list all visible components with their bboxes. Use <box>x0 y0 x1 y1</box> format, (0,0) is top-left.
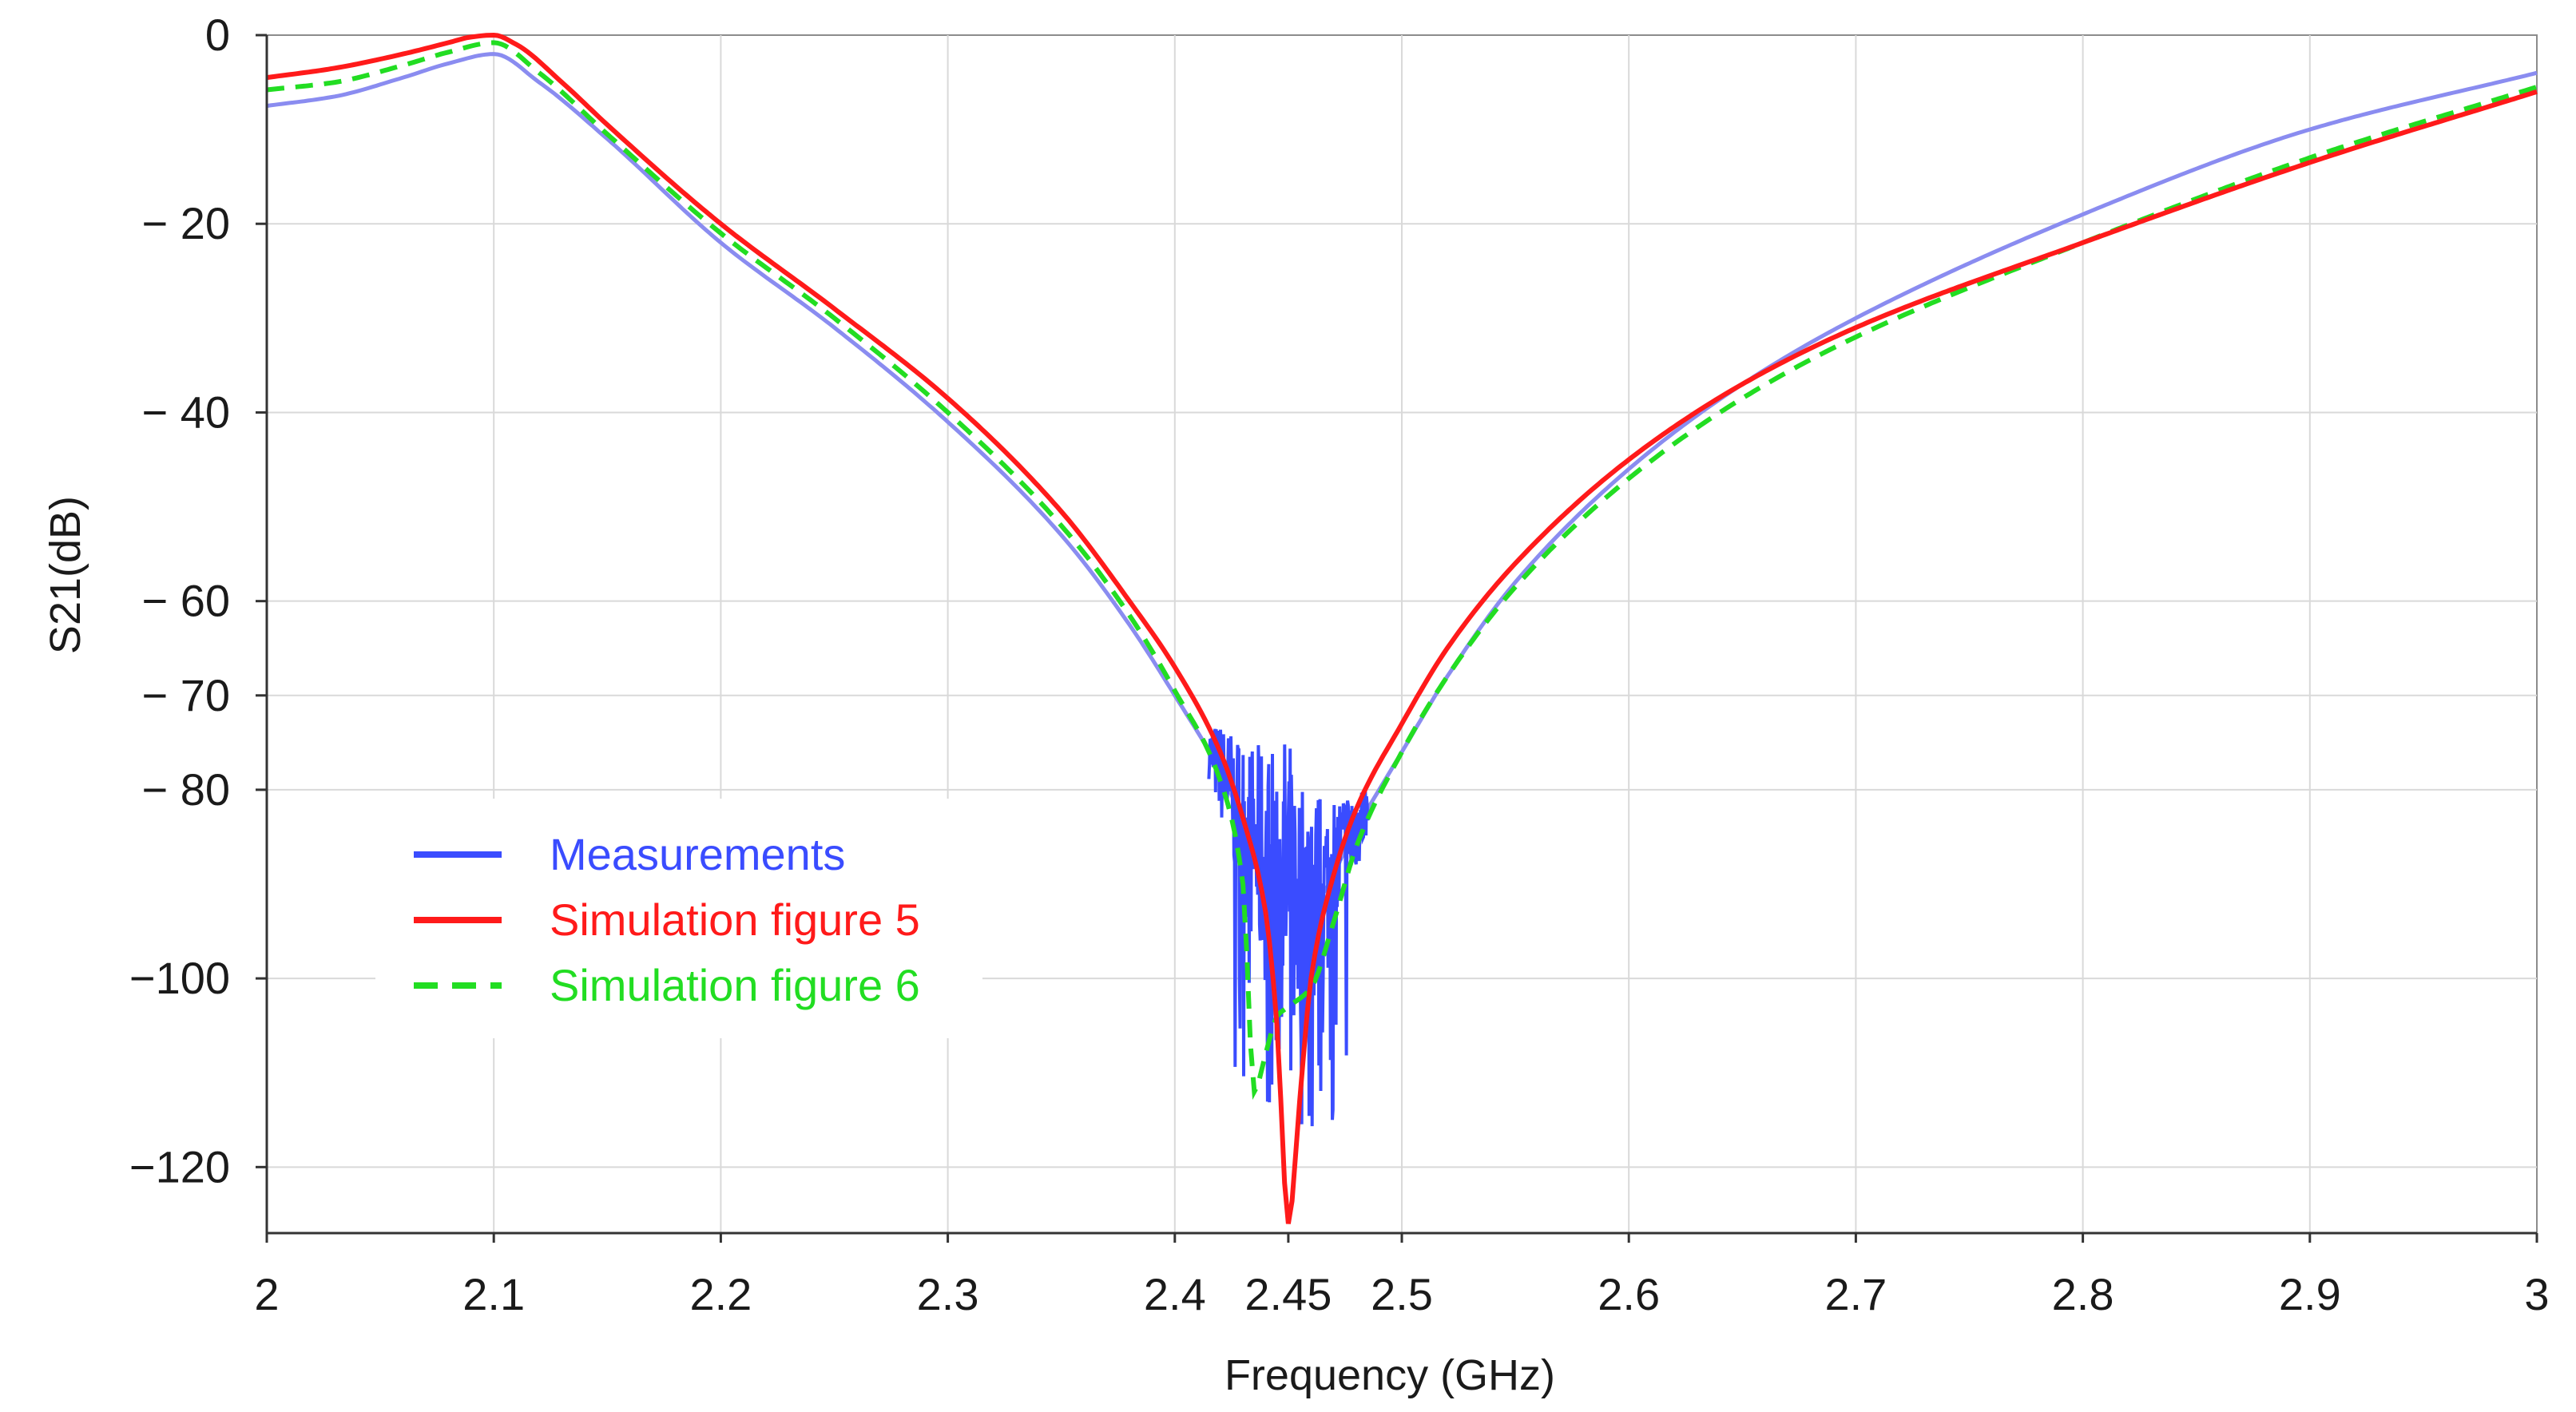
x-tick-label: 2.1 <box>462 1269 525 1319</box>
x-axis-title: Frequency (GHz) <box>1224 1351 1555 1399</box>
y-tick-label: 0 <box>205 10 230 60</box>
y-tick-label: −120 <box>129 1141 230 1192</box>
series-layer <box>266 32 2538 1224</box>
series-2-line <box>266 32 2538 1224</box>
x-tick-label: 2.5 <box>1371 1269 1433 1319</box>
x-tick-label: 2.9 <box>2279 1269 2341 1319</box>
x-tick-label: 2.2 <box>689 1269 752 1319</box>
grid <box>267 35 2537 1233</box>
x-tick-label: 2.7 <box>1824 1269 1887 1319</box>
legend-label-1: Measurements <box>550 829 845 879</box>
x-tick-label: 2 <box>254 1269 279 1319</box>
measurement-noise-trace <box>1207 728 1370 1127</box>
x-tick-label: 2.6 <box>1598 1269 1660 1319</box>
legend-label-3: Simulation figure 6 <box>550 960 920 1010</box>
y-tick-label: − 40 <box>141 387 230 437</box>
y-axis-title: S21(dB) <box>42 496 89 654</box>
x-tick-label: 2.8 <box>2052 1269 2114 1319</box>
x-tick-label: 2.3 <box>917 1269 979 1319</box>
legend: Measurements Simulation figure 5 Simulatio… <box>375 799 982 1038</box>
series-curve <box>266 32 2538 1224</box>
x-axis-ticks: 2 2.1 2.2 2.3 2.4 2.45 2.5 2.6 2.7 2.8 2.9 3 <box>254 1233 2550 1319</box>
y-tick-label: −100 <box>129 953 230 1003</box>
x-tick-label: 2.4 <box>1144 1269 1206 1319</box>
y-axis-ticks: 0 − 20 − 40 − 60 − 70 − 80 −100 −120 <box>129 10 267 1192</box>
x-tick-label: 2.45 <box>1244 1269 1332 1319</box>
y-tick-label: − 20 <box>141 198 230 248</box>
measurement-trace <box>266 52 2538 906</box>
y-tick-label: − 70 <box>141 670 230 720</box>
y-tick-label: − 60 <box>141 576 230 626</box>
legend-label-2: Simulation figure 5 <box>550 894 920 945</box>
x-tick-label: 3 <box>2524 1269 2549 1319</box>
series-1-line <box>266 52 2538 1127</box>
y-tick-label: − 80 <box>141 764 230 815</box>
